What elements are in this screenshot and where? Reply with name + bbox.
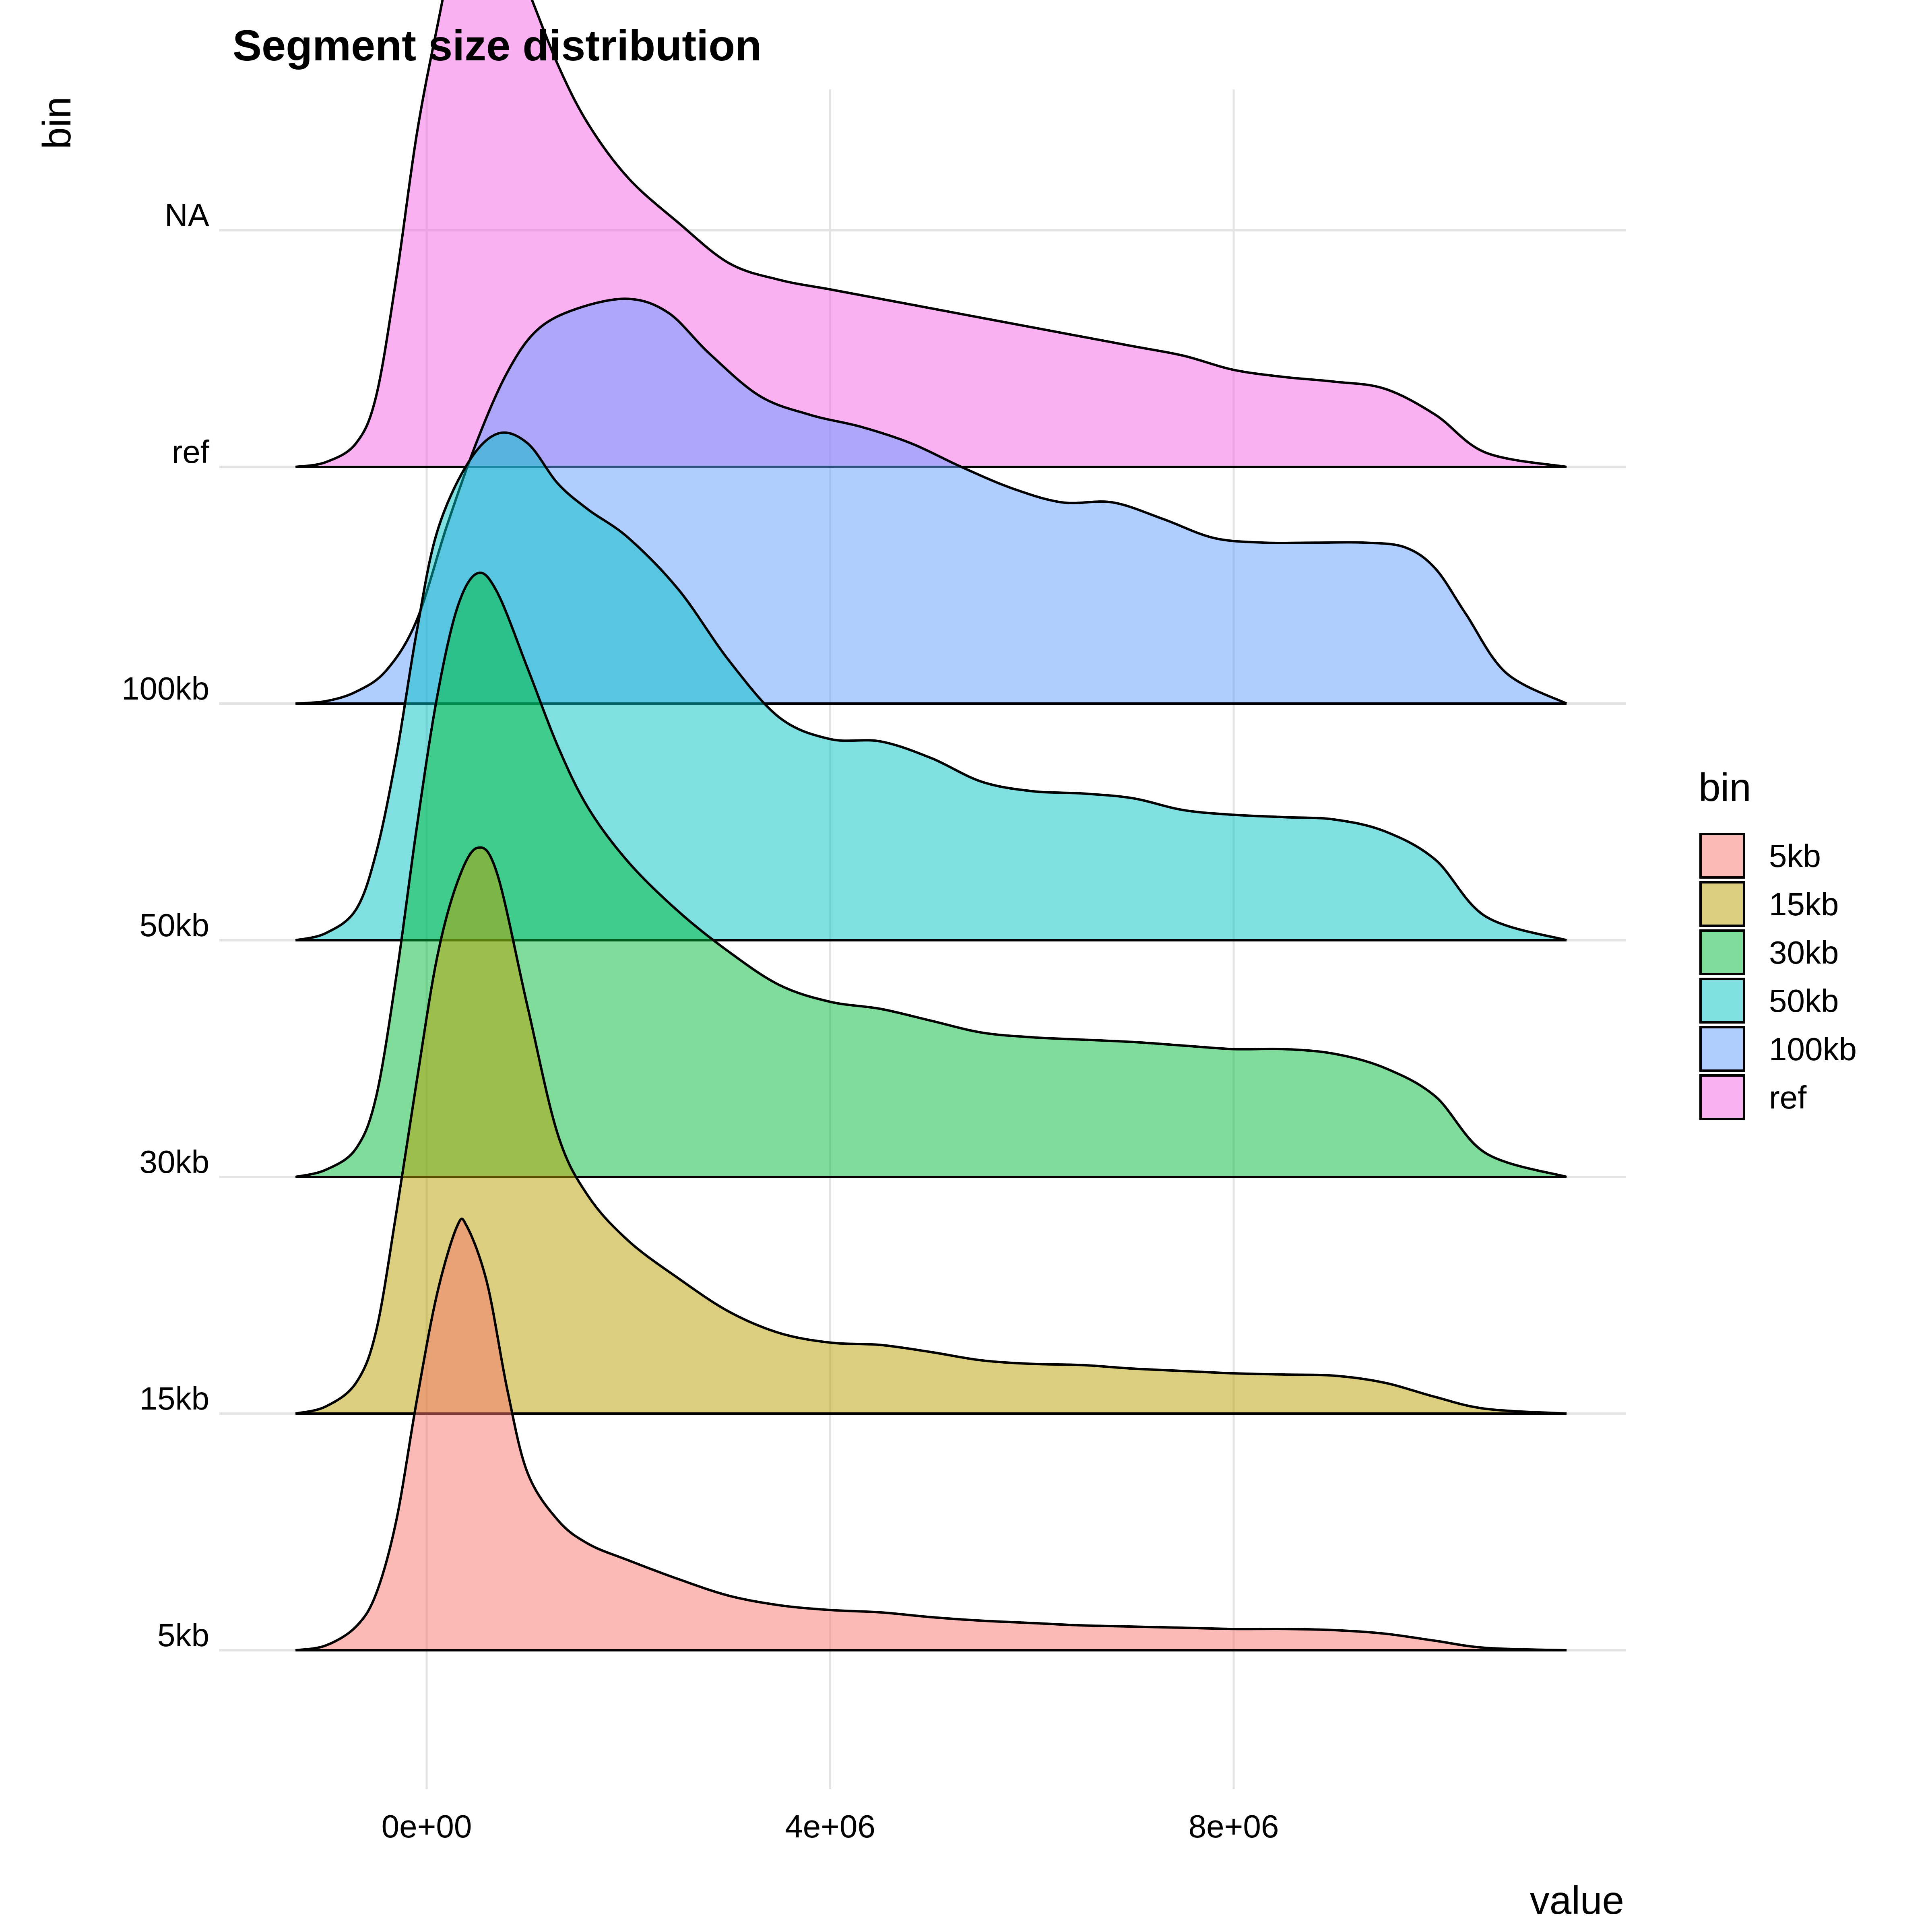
x-tick-label-2: 8e+06: [1189, 1808, 1279, 1844]
ridge-outline-ref: [295, 0, 1567, 468]
ridge-outline-30kb: [295, 572, 1567, 1178]
y-tick-label-NA: NA: [165, 197, 210, 233]
legend-key-ref: [1699, 1074, 1745, 1120]
ridge-fill-5kb: [295, 1218, 1567, 1650]
legend-key-100kb: [1699, 1026, 1745, 1072]
chart-title: Segment size distribution: [233, 21, 762, 70]
legend-item-5kb: 5kb: [1699, 833, 1821, 879]
legend-label-30kb: 30kb: [1769, 935, 1839, 970]
legend-title: bin: [1699, 765, 1751, 809]
x-tick-label-0: 0e+00: [382, 1808, 472, 1844]
legend: bin 5kb 15kb 30kb 50kb 100kb ref: [1699, 765, 1857, 1120]
ridge-fill-15kb: [295, 847, 1567, 1414]
x-tick-label-1: 4e+06: [785, 1808, 875, 1844]
y-tick-label-ref: ref: [172, 434, 210, 470]
y-tick-label-100kb: 100kb: [122, 671, 209, 706]
legend-key-30kb: [1699, 929, 1745, 975]
legend-items: 5kb 15kb 30kb 50kb 100kb ref: [1699, 833, 1857, 1120]
ridge-outline-50kb: [295, 431, 1567, 941]
legend-item-15kb: 15kb: [1699, 881, 1839, 927]
legend-item-100kb: 100kb: [1699, 1026, 1857, 1072]
y-tick-label-15kb: 15kb: [140, 1381, 209, 1416]
legend-item-30kb: 30kb: [1699, 929, 1839, 975]
ridge-ref: [295, 0, 1567, 468]
ridge-fill-ref: [295, 0, 1567, 467]
ridge-fill-50kb: [295, 432, 1567, 940]
legend-label-ref: ref: [1769, 1080, 1807, 1115]
legend-key-5kb: [1699, 833, 1745, 879]
y-axis-title: bin: [35, 97, 79, 149]
ridges: [295, 0, 1567, 1651]
y-tick-label-5kb: 5kb: [157, 1617, 209, 1653]
y-tick-label-50kb: 50kb: [140, 907, 209, 943]
y-axis-ticks: 5kb 15kb 30kb 50kb 100kb ref NA: [122, 197, 210, 1653]
legend-label-15kb: 15kb: [1769, 886, 1839, 922]
legend-label-50kb: 50kb: [1769, 983, 1839, 1019]
legend-label-100kb: 100kb: [1769, 1031, 1857, 1067]
x-axis-title: value: [1530, 1878, 1624, 1922]
legend-item-50kb: 50kb: [1699, 978, 1839, 1024]
y-tick-label-30kb: 30kb: [140, 1144, 209, 1180]
ridge-outline-5kb: [295, 1218, 1567, 1651]
x-axis-ticks: 0e+00 4e+06 8e+06: [382, 1808, 1279, 1844]
ridge-outline-15kb: [295, 846, 1567, 1415]
legend-label-5kb: 5kb: [1769, 838, 1821, 874]
legend-key-50kb: [1699, 978, 1745, 1024]
legend-item-ref: ref: [1699, 1074, 1807, 1120]
legend-key-15kb: [1699, 881, 1745, 927]
ridge-fill-30kb: [295, 572, 1567, 1177]
ridge-5kb: [295, 1218, 1567, 1651]
